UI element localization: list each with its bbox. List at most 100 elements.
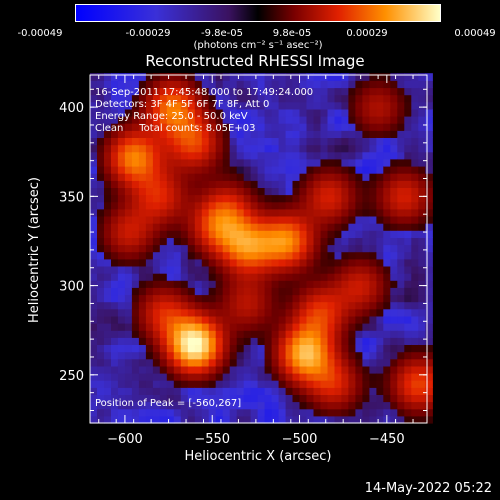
heatmap-cell (355, 365, 363, 374)
heatmap-cell (201, 380, 210, 388)
heatmap-cell (390, 273, 398, 281)
heatmap-cell (299, 137, 308, 146)
y-tick-label: 400 (59, 101, 84, 116)
heatmap-cell (383, 273, 391, 281)
heatmap-cell (299, 394, 308, 403)
heatmap-cell (285, 394, 294, 403)
heatmap-cell (187, 101, 196, 110)
heatmap-cell (131, 101, 140, 110)
heatmap-cell (411, 108, 419, 117)
chart-title: Reconstructed RHESSI Image (145, 52, 365, 70)
heatmap-cell (229, 408, 238, 417)
heatmap-cell (369, 408, 377, 417)
heatmap-cell (194, 223, 203, 231)
heatmap-cell (111, 358, 119, 367)
heatmap-cell (215, 415, 224, 424)
heatmap-cell (334, 101, 343, 110)
heatmap-cell (250, 280, 259, 288)
heatmap-cell (222, 308, 231, 317)
heatmap-cell (376, 108, 384, 117)
heatmap-cell (104, 251, 112, 260)
heatmap-cell (159, 358, 168, 367)
heatmap-cell (215, 387, 224, 395)
heatmap-cell (376, 87, 384, 96)
heatmap-cell (411, 401, 419, 410)
heatmap-cell (285, 216, 294, 224)
heatmap-cell (173, 158, 182, 167)
heatmap-cell (243, 308, 252, 317)
heatmap-cell (222, 173, 231, 181)
heatmap-cell (208, 216, 217, 224)
heatmap-cell (222, 344, 231, 353)
heatmap-cell (397, 158, 405, 167)
heatmap-cell (97, 180, 105, 188)
heatmap-cell (111, 180, 119, 188)
heatmap-cell (194, 415, 203, 424)
heatmap-cell (327, 216, 336, 224)
heatmap-cell (229, 244, 238, 253)
heatmap-cell (250, 415, 259, 424)
heatmap-cell (292, 351, 301, 360)
heatmap-cell (264, 237, 273, 246)
heatmap-cell (173, 351, 182, 360)
heatmap-cell (376, 194, 384, 203)
heatmap-cell (299, 130, 308, 138)
heatmap-cell (404, 108, 412, 117)
heatmap-cell (397, 108, 405, 117)
heatmap-cell (292, 123, 301, 131)
heatmap-cell (117, 337, 126, 345)
heatmap-cell (201, 330, 210, 338)
heatmap-cell (97, 144, 105, 153)
heatmap-cell (159, 237, 168, 246)
heatmap-cell (320, 144, 329, 153)
heatmap-cell (257, 394, 266, 403)
heatmap-cell (90, 337, 98, 345)
heatmap-cell (285, 101, 294, 110)
heatmap-cell (145, 123, 154, 131)
heatmap-cell (180, 87, 189, 96)
heatmap-cell (327, 151, 336, 160)
heatmap-cell (201, 158, 210, 167)
heatmap-cell (201, 408, 210, 417)
heatmap-cell (425, 344, 433, 353)
heatmap-cell (383, 287, 391, 296)
heatmap-cell (243, 123, 252, 131)
heatmap-cell (425, 323, 433, 331)
heatmap-cell (362, 144, 370, 153)
heatmap-cell (117, 266, 126, 274)
heatmap-cell (180, 337, 189, 345)
heatmap-cell (166, 387, 175, 395)
heatmap-cell (97, 280, 105, 288)
heatmap-cell (404, 301, 412, 310)
heatmap-cell (173, 223, 182, 231)
heatmap-cell (97, 415, 105, 424)
heatmap-cell (404, 308, 412, 317)
heatmap-cell (201, 237, 210, 246)
heatmap-cell (334, 373, 343, 381)
heatmap-cell (327, 266, 336, 274)
y-axis-label: Heliocentric Y (arcsec) (27, 177, 42, 323)
heatmap-cell (264, 151, 273, 160)
heatmap-cell (369, 387, 377, 395)
heatmap-cell (334, 358, 343, 367)
heatmap-cell (306, 73, 315, 81)
heatmap-cell (425, 394, 433, 403)
heatmap-cell (285, 108, 294, 117)
heatmap-cell (383, 80, 391, 89)
heatmap-cell (187, 216, 196, 224)
heatmap-cell (201, 116, 210, 124)
heatmap-cell (131, 273, 140, 281)
heatmap-cell (250, 351, 259, 360)
heatmap-cell (313, 180, 322, 188)
heatmap-cell (362, 330, 370, 338)
heatmap-cell (257, 301, 266, 310)
heatmap-cell (397, 244, 405, 253)
heatmap-cell (313, 108, 322, 117)
heatmap-cell (194, 94, 203, 103)
heatmap-cell (383, 116, 391, 124)
heatmap-cell (341, 387, 349, 395)
heatmap-cell (418, 308, 426, 317)
heatmap-cell (278, 158, 287, 167)
heatmap-cell (327, 87, 336, 96)
